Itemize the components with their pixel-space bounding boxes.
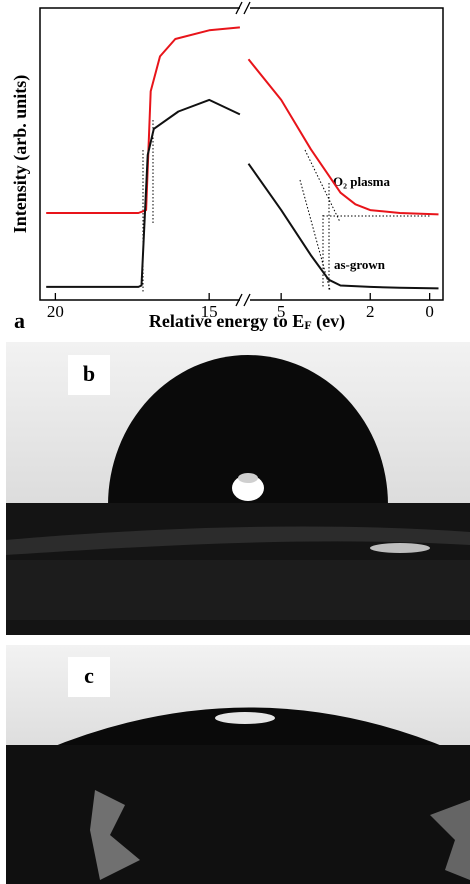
x-tick-label: 20	[47, 302, 64, 321]
photo-b	[6, 342, 470, 635]
axis-break-gap	[240, 290, 250, 310]
panel-label: a	[14, 308, 25, 333]
photo-label-box	[68, 657, 110, 697]
x-axis-label-sub: F	[304, 318, 311, 332]
x-axis-label-part: (ev)	[312, 311, 345, 332]
axis-break	[235, 1, 251, 307]
x-axis-label-part: Relative energy to E	[149, 311, 304, 331]
series-label: as-grown	[334, 257, 386, 272]
series-label: O₂ plasma	[333, 174, 390, 189]
photo-label: b	[83, 361, 95, 386]
series-line	[46, 26, 439, 216]
x-tick-label: 5	[277, 302, 286, 321]
x-tick-label: 15	[201, 302, 218, 321]
x-axis-label: Relative energy to EF (ev)	[149, 311, 345, 332]
series-line	[46, 98, 439, 290]
photo-label-box	[68, 355, 110, 395]
x-tick-label: 2	[366, 302, 375, 321]
axis-break-gap	[240, 0, 250, 20]
x-tick-label: 0	[425, 302, 434, 321]
guide-lines	[142, 120, 430, 292]
photo-label: c	[84, 663, 94, 688]
y-axis-label: Intensity (arb. units)	[10, 75, 31, 234]
photo-c	[6, 645, 470, 884]
